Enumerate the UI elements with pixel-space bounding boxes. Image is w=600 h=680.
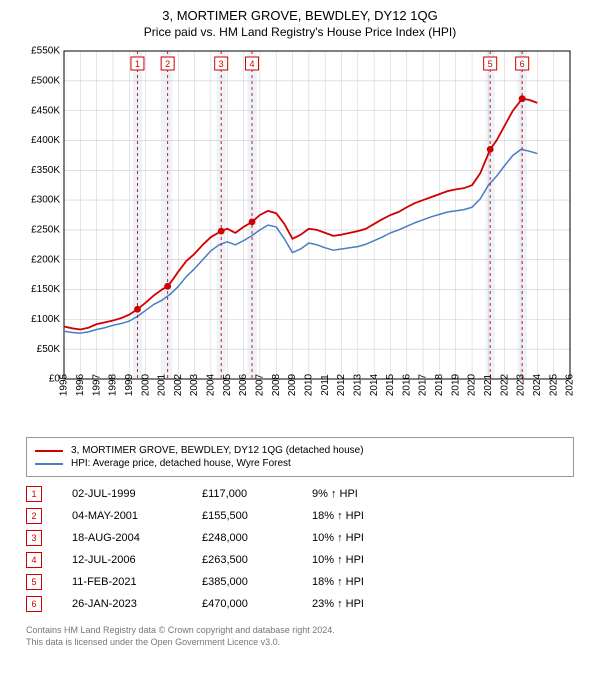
legend-label: HPI: Average price, detached house, Wyre… bbox=[71, 458, 291, 469]
x-tick-label: 2016 bbox=[401, 373, 412, 396]
x-tick-label: 2004 bbox=[206, 373, 217, 396]
legend-label: 3, MORTIMER GROVE, BEWDLEY, DY12 1QG (de… bbox=[71, 445, 364, 456]
y-tick-label: £200K bbox=[31, 254, 60, 265]
x-tick-label: 2020 bbox=[467, 373, 478, 396]
sales-table: 1 02-JUL-1999£117,0009% ↑ HPI 2 04-MAY-2001… bbox=[26, 483, 574, 615]
sale-badge: 2 bbox=[26, 508, 42, 524]
x-tick-label: 2010 bbox=[303, 373, 314, 396]
y-tick-label: £450K bbox=[31, 105, 60, 116]
legend-swatch bbox=[35, 450, 63, 452]
table-row: 6 26-JAN-2023£470,00023% ↑ HPI bbox=[26, 593, 574, 615]
sale-vs-hpi: 10% ↑ HPI bbox=[312, 532, 432, 544]
sale-vs-hpi: 9% ↑ HPI bbox=[312, 488, 432, 500]
sale-marker-3: 3 bbox=[219, 59, 224, 69]
page-subtitle: Price paid vs. HM Land Registry's House … bbox=[0, 23, 600, 43]
x-tick-label: 2002 bbox=[173, 373, 184, 396]
sale-badge: 3 bbox=[26, 530, 42, 546]
sale-price: £385,000 bbox=[202, 576, 312, 588]
sale-badge: 6 bbox=[26, 596, 42, 612]
x-tick-label: 2011 bbox=[320, 374, 331, 396]
x-tick-label: 2005 bbox=[222, 373, 233, 396]
x-tick-label: 2017 bbox=[418, 373, 429, 396]
legend-item: HPI: Average price, detached house, Wyre… bbox=[35, 457, 565, 470]
table-row: 5 11-FEB-2021£385,00018% ↑ HPI bbox=[26, 571, 574, 593]
y-tick-label: £500K bbox=[31, 75, 60, 86]
sale-vs-hpi: 23% ↑ HPI bbox=[312, 598, 432, 610]
footer-line-2: This data is licensed under the Open Gov… bbox=[26, 637, 574, 649]
legend-swatch bbox=[35, 463, 63, 465]
x-tick-label: 2021 bbox=[483, 373, 494, 396]
x-tick-label: 2013 bbox=[352, 373, 363, 396]
y-tick-label: £50K bbox=[37, 344, 61, 355]
sale-badge: 1 bbox=[26, 486, 42, 502]
x-tick-label: 2003 bbox=[189, 373, 200, 396]
x-tick-label: 2024 bbox=[532, 373, 543, 396]
x-tick-label: 2019 bbox=[450, 373, 461, 396]
x-tick-label: 2018 bbox=[434, 373, 445, 396]
table-row: 3 18-AUG-2004£248,00010% ↑ HPI bbox=[26, 527, 574, 549]
sale-date: 11-FEB-2021 bbox=[72, 576, 202, 588]
x-tick-label: 1998 bbox=[108, 373, 119, 396]
sale-badge: 5 bbox=[26, 574, 42, 590]
sale-marker-6: 6 bbox=[520, 59, 525, 69]
y-tick-label: £350K bbox=[31, 165, 60, 176]
x-tick-label: 2000 bbox=[140, 373, 151, 396]
sale-date: 26-JAN-2023 bbox=[72, 598, 202, 610]
y-tick-label: £300K bbox=[31, 195, 60, 206]
sale-marker-2: 2 bbox=[165, 59, 170, 69]
sale-badge: 4 bbox=[26, 552, 42, 568]
sale-price: £248,000 bbox=[202, 532, 312, 544]
table-row: 4 12-JUL-2006£263,50010% ↑ HPI bbox=[26, 549, 574, 571]
price-chart: £0£50K£100K£150K£200K£250K£300K£350K£400… bbox=[20, 43, 580, 423]
x-tick-label: 2007 bbox=[255, 373, 266, 396]
x-tick-label: 2025 bbox=[548, 373, 559, 396]
sale-vs-hpi: 18% ↑ HPI bbox=[312, 576, 432, 588]
y-tick-label: £150K bbox=[31, 284, 60, 295]
x-tick-label: 1996 bbox=[75, 373, 86, 396]
sale-date: 18-AUG-2004 bbox=[72, 532, 202, 544]
x-tick-label: 2022 bbox=[499, 373, 510, 396]
y-tick-label: £400K bbox=[31, 135, 60, 146]
sale-vs-hpi: 18% ↑ HPI bbox=[312, 510, 432, 522]
page-title: 3, MORTIMER GROVE, BEWDLEY, DY12 1QG bbox=[0, 0, 600, 23]
y-tick-label: £250K bbox=[31, 225, 60, 236]
x-tick-label: 2006 bbox=[238, 373, 249, 396]
sale-marker-1: 1 bbox=[135, 59, 140, 69]
table-row: 1 02-JUL-1999£117,0009% ↑ HPI bbox=[26, 483, 574, 505]
footer-line-1: Contains HM Land Registry data © Crown c… bbox=[26, 625, 574, 637]
x-tick-label: 2015 bbox=[385, 373, 396, 396]
sale-marker-4: 4 bbox=[250, 59, 255, 69]
y-tick-label: £550K bbox=[31, 46, 60, 57]
x-tick-label: 2012 bbox=[336, 373, 347, 396]
chart-svg: £0£50K£100K£150K£200K£250K£300K£350K£400… bbox=[20, 43, 580, 423]
x-tick-label: 1999 bbox=[124, 373, 135, 396]
sale-price: £117,000 bbox=[202, 488, 312, 500]
x-tick-label: 2001 bbox=[157, 373, 168, 396]
sale-marker-5: 5 bbox=[488, 59, 493, 69]
page-root: 3, MORTIMER GROVE, BEWDLEY, DY12 1QG Pri… bbox=[0, 0, 600, 680]
chart-legend: 3, MORTIMER GROVE, BEWDLEY, DY12 1QG (de… bbox=[26, 437, 574, 477]
sale-price: £263,500 bbox=[202, 554, 312, 566]
y-tick-label: £100K bbox=[31, 314, 60, 325]
sale-price: £155,500 bbox=[202, 510, 312, 522]
attribution-footer: Contains HM Land Registry data © Crown c… bbox=[26, 625, 574, 648]
sale-vs-hpi: 10% ↑ HPI bbox=[312, 554, 432, 566]
x-tick-label: 1997 bbox=[91, 373, 102, 396]
table-row: 2 04-MAY-2001£155,50018% ↑ HPI bbox=[26, 505, 574, 527]
sale-date: 02-JUL-1999 bbox=[72, 488, 202, 500]
x-tick-label: 2014 bbox=[369, 373, 380, 396]
x-tick-label: 2023 bbox=[516, 373, 527, 396]
sale-price: £470,000 bbox=[202, 598, 312, 610]
sale-date: 12-JUL-2006 bbox=[72, 554, 202, 566]
sale-date: 04-MAY-2001 bbox=[72, 510, 202, 522]
x-tick-label: 2009 bbox=[287, 373, 298, 396]
legend-item: 3, MORTIMER GROVE, BEWDLEY, DY12 1QG (de… bbox=[35, 444, 565, 457]
x-tick-label: 2008 bbox=[271, 373, 282, 396]
